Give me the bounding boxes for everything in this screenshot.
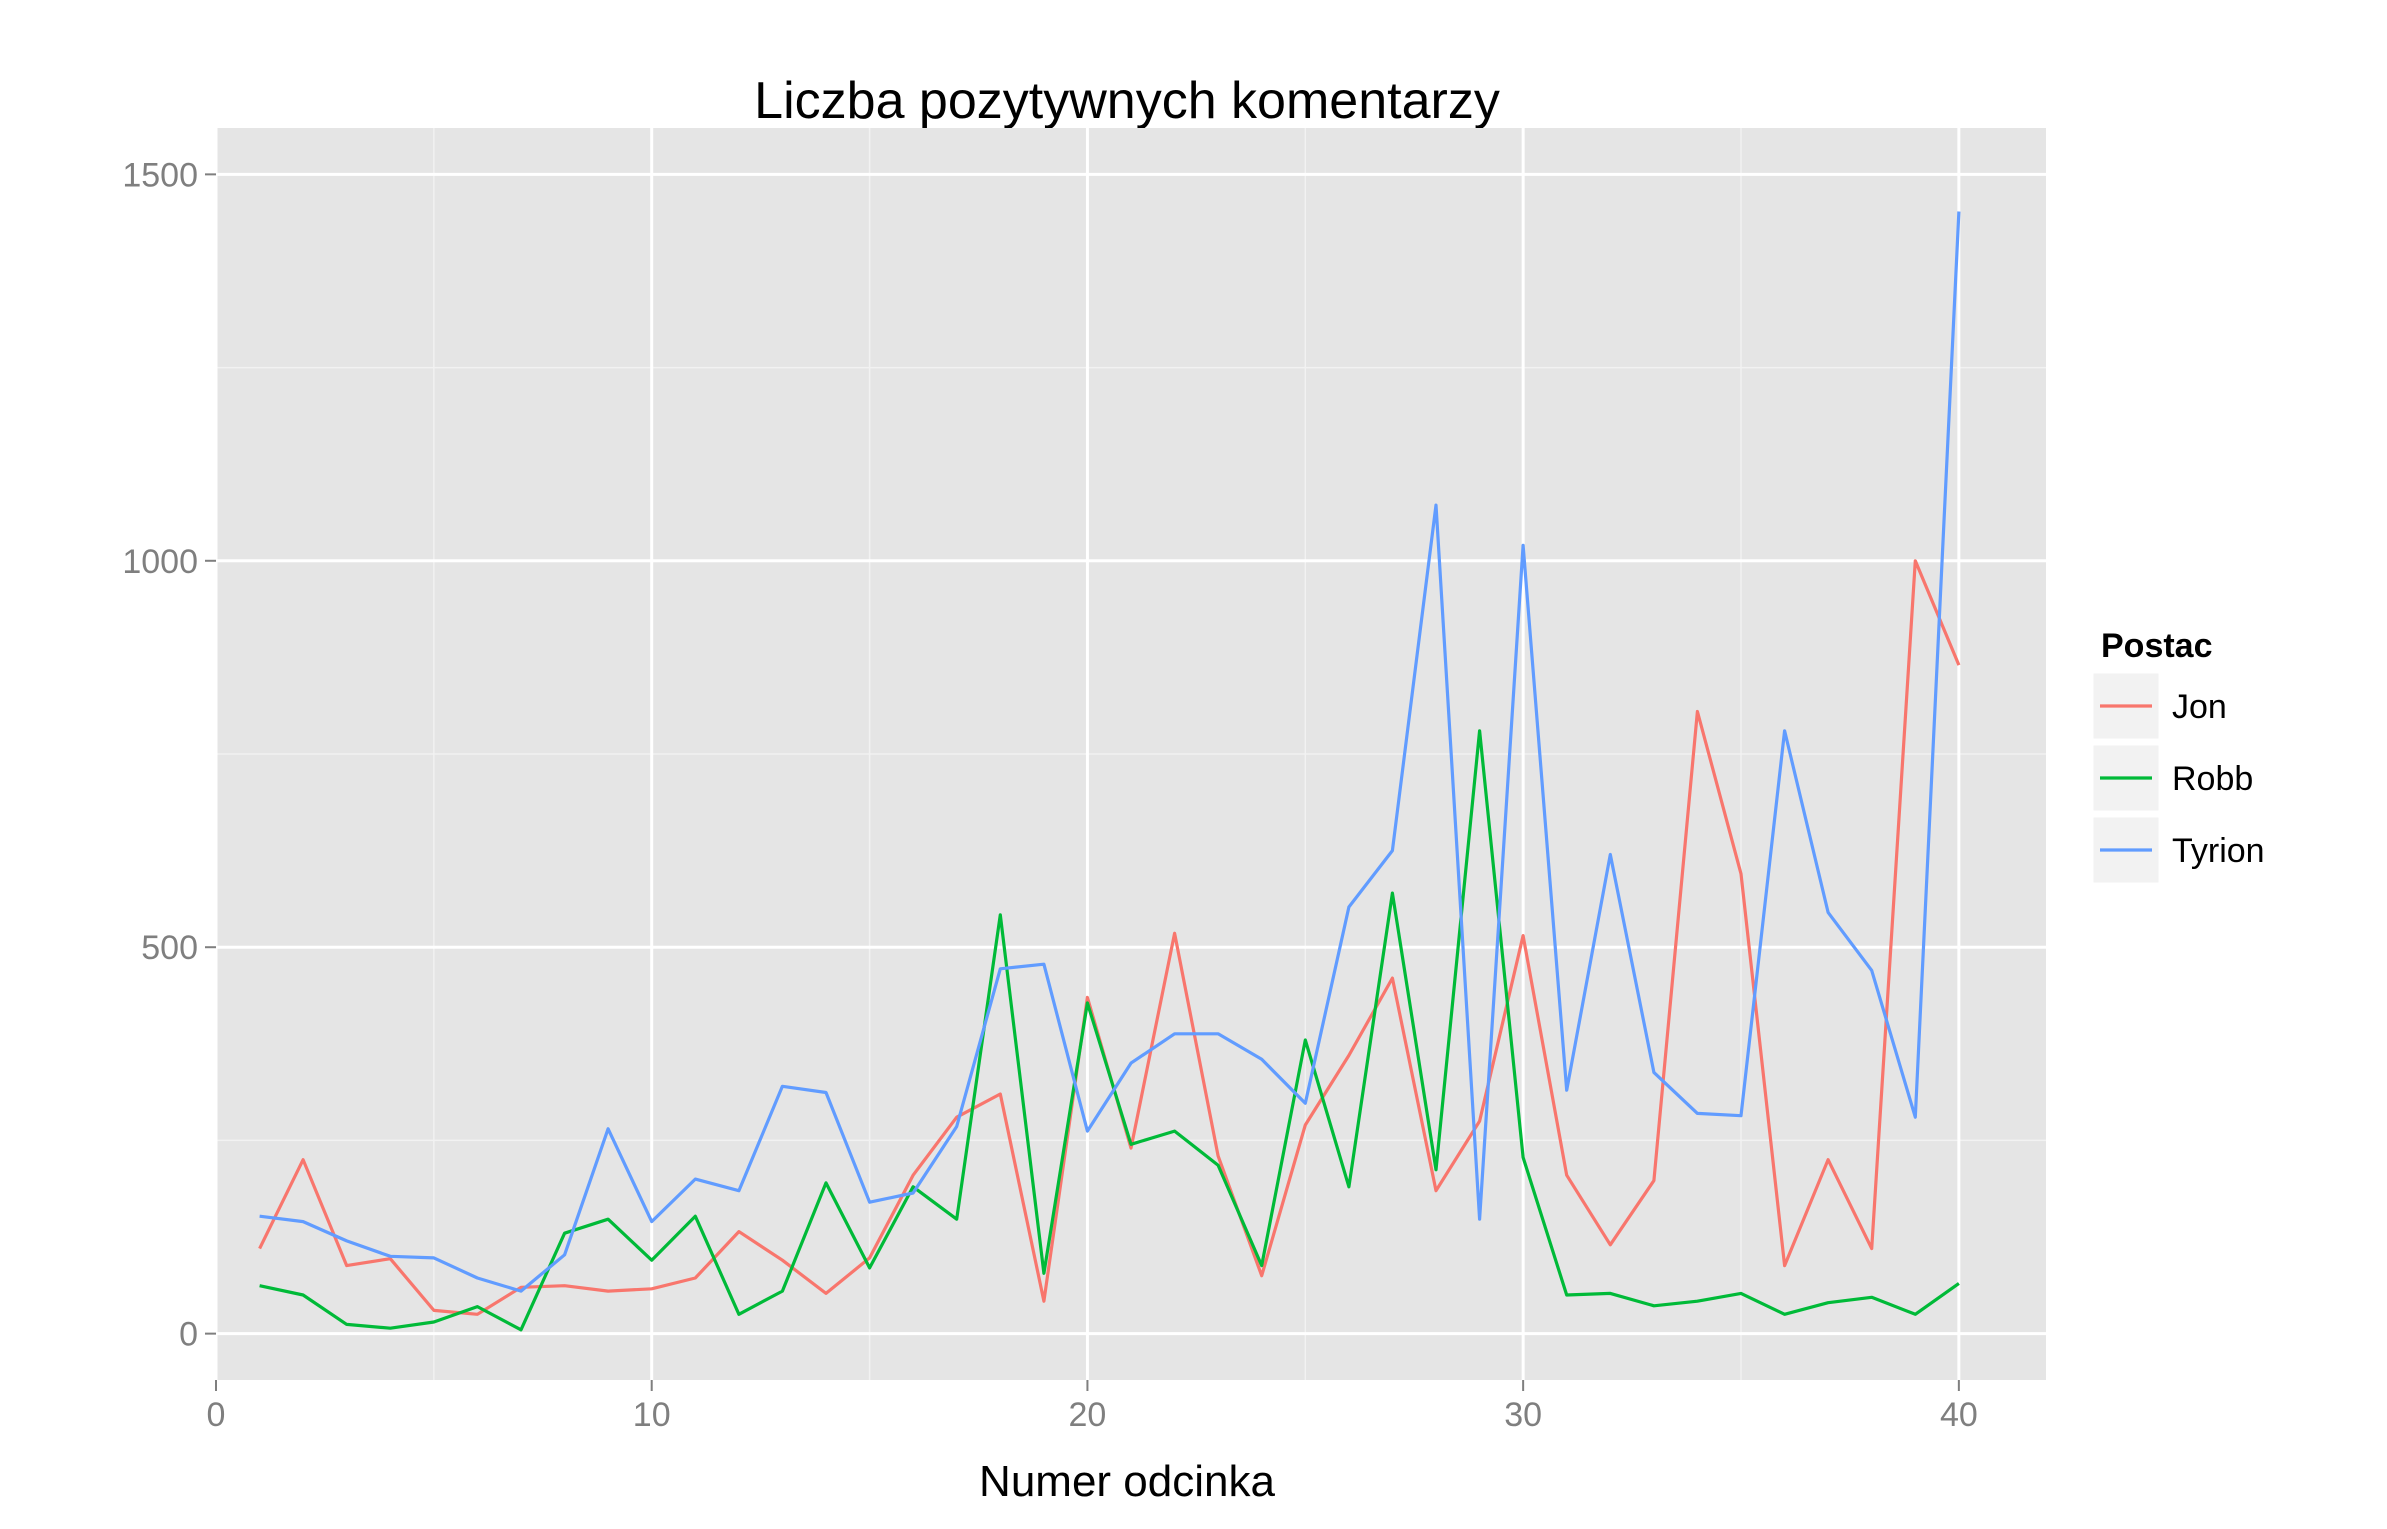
y-tick-label: 500 <box>141 929 198 967</box>
x-tick-label: 10 <box>633 1396 671 1434</box>
x-axis-title: Numer odcinka <box>979 1457 1275 1506</box>
legend-label-robb: Robb <box>2172 760 2253 798</box>
major-gridlines <box>214 128 2046 1380</box>
series-lines <box>258 211 1961 1332</box>
legend-label-jon: Jon <box>2172 688 2227 726</box>
y-tick-label: 1000 <box>122 543 198 581</box>
y-tick-label: 0 <box>179 1316 198 1354</box>
x-tick-label: 30 <box>1504 1396 1542 1434</box>
series-line-robb <box>259 729 1960 1332</box>
chart-title: Liczba pozytywnych komentarzy <box>754 72 1500 130</box>
x-axis-ticks: 0 10 20 30 40 <box>207 1380 1978 1434</box>
y-tick-label: 1500 <box>122 156 198 194</box>
legend-title: Postac <box>2101 627 2213 665</box>
legend: Postac Jon Robb Tyrion <box>2092 627 2265 884</box>
legend-label-tyrion: Tyrion <box>2172 832 2265 870</box>
x-tick-label: 20 <box>1069 1396 1107 1434</box>
y-axis-ticks: 0 500 1000 1500 <box>122 156 216 1354</box>
x-tick-label: 0 <box>207 1396 226 1434</box>
series-line-tyrion <box>259 211 1961 1293</box>
minor-gridlines <box>216 128 2046 1380</box>
x-tick-label: 40 <box>1940 1396 1978 1434</box>
